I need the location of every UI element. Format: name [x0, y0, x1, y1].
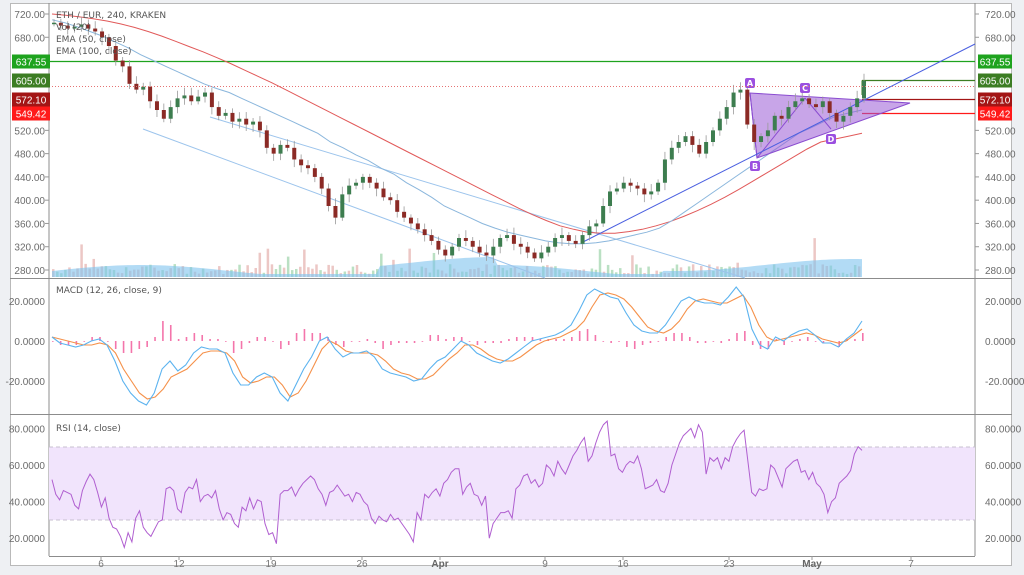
price-tag-label: 549.42 [980, 110, 1011, 121]
macd-axis-left-label: 20.0000 [9, 297, 46, 308]
price-tag [978, 73, 1012, 88]
macd-line [51, 286, 863, 406]
macd-axis-left-label: -20.0000 [6, 377, 46, 388]
price-tag-label: 637.55 [16, 58, 47, 69]
price-tag-label: 572.10 [16, 96, 47, 107]
price-axis-right-label: 680.00 [985, 33, 1016, 44]
rsi-axis-left-label: 20.0000 [9, 534, 46, 545]
price-axis-right-label: 320.00 [985, 243, 1016, 254]
price-axis-left-label: 400.00 [14, 196, 45, 207]
price-tag [12, 54, 50, 69]
legend-vol: Vol (20) [56, 23, 91, 33]
rsi-axis-right-label: 40.0000 [985, 498, 1022, 509]
price-axis-left-label: 360.00 [14, 219, 45, 230]
candlesticks [52, 16, 866, 264]
ema50-line [51, 19, 863, 245]
price-tag-label: 549.42 [16, 110, 47, 121]
price-tag-label: 637.55 [980, 58, 1011, 69]
rsi-axis-right-label: 80.0000 [985, 424, 1022, 435]
time-axis-label: 26 [356, 559, 368, 570]
price-tag-label: 572.10 [980, 96, 1011, 107]
macd-axis-right-label: 20.0000 [985, 297, 1022, 308]
price-axis-right-label: 400.00 [985, 196, 1016, 207]
pattern-point-C[interactable] [800, 83, 810, 93]
pattern-point-label: C [802, 84, 808, 93]
price-axis-left-label: 480.00 [14, 150, 45, 161]
macd-pane [51, 286, 864, 406]
price-legend: ETH / EUR, 240, KRAKEN Vol (20) EMA (50,… [56, 11, 166, 57]
pattern-points[interactable]: A B C D [745, 78, 836, 171]
price-axis-left-label: 440.00 [14, 173, 45, 184]
rsi-band [49, 447, 975, 520]
price-axis-right-label: 440.00 [985, 173, 1016, 184]
rsi-axis-right-label: 20.0000 [985, 534, 1022, 545]
time-axis[interactable]: 6 12 19 26 Apr 9 16 23 May 7 [98, 556, 914, 570]
pattern-point-D[interactable] [826, 134, 836, 144]
pattern-point-label: B [752, 162, 758, 171]
rsi-axis-left-label: 60.0000 [9, 461, 46, 472]
macd-signal-line [51, 292, 863, 400]
legend-symbol: ETH / EUR, 240, KRAKEN [56, 11, 166, 21]
time-axis-label: May [802, 559, 822, 570]
price-axis-left-label: 520.00 [14, 126, 45, 137]
legend-ema100: EMA (100, close) [56, 47, 132, 57]
ascending-trendline[interactable] [582, 43, 976, 243]
time-axis-label: 6 [98, 559, 104, 570]
time-axis-label: 19 [265, 559, 277, 570]
ema100-line [51, 13, 863, 234]
price-axis-right-label: 280.00 [985, 266, 1016, 277]
price-tag [12, 92, 50, 107]
price-tag-label: 605.00 [980, 77, 1011, 88]
legend-rsi: RSI (14, close) [56, 424, 121, 434]
axes: 720.00 720.00 680.00 680.00 520.00 520.00 480.… [6, 10, 1024, 545]
price-axis-right-label: 520.00 [985, 126, 1016, 137]
legend-ema50: EMA (50, close) [56, 35, 126, 45]
pattern-point-B[interactable] [750, 161, 760, 171]
price-axis-left-label: 320.00 [14, 243, 45, 254]
price-tag-label: 605.00 [16, 77, 47, 88]
rsi-pane [49, 420, 975, 550]
time-axis-label: Apr [431, 559, 448, 570]
price-tag [978, 54, 1012, 69]
macd-axis-right-label: -20.0000 [985, 377, 1024, 388]
pattern-point-A[interactable] [745, 78, 755, 88]
ema-lines [51, 13, 863, 245]
macd-axis-right-label: 0.0000 [985, 337, 1016, 348]
price-tag [978, 106, 1012, 121]
price-axis-right-label: 360.00 [985, 219, 1016, 230]
time-axis-label: 23 [723, 559, 735, 570]
pattern-point-label: D [828, 135, 835, 144]
price-axis-left-label: 720.00 [14, 10, 45, 21]
price-tags: 637.55 637.55 605.00 605.00 572.10 572.10 549.… [12, 54, 1012, 121]
time-axis-label: 9 [542, 559, 548, 570]
rsi-axis-left-label: 40.0000 [9, 498, 46, 509]
price-tag [12, 106, 50, 121]
volume-ma-area [52, 257, 862, 277]
price-axis-left-label: 680.00 [14, 33, 45, 44]
price-axis-right-label: 720.00 [985, 10, 1016, 21]
price-axis-left-label: 280.00 [14, 266, 45, 277]
price-axis-right-label: 480.00 [985, 150, 1016, 161]
price-tag [978, 92, 1012, 107]
time-axis-label: 16 [617, 559, 629, 570]
rsi-line [51, 420, 863, 550]
time-axis-label: 7 [908, 559, 914, 570]
rsi-axis-left-label: 80.0000 [9, 424, 46, 435]
pattern-point-label: A [747, 79, 754, 88]
legend-macd: MACD (12, 26, close, 9) [56, 286, 162, 296]
horizontal-levels[interactable] [49, 60, 975, 115]
time-axis-label: 12 [173, 559, 185, 570]
rsi-axis-right-label: 60.0000 [985, 461, 1022, 472]
macd-axis-left-label: 0.0000 [14, 337, 45, 348]
price-tag [12, 73, 50, 88]
